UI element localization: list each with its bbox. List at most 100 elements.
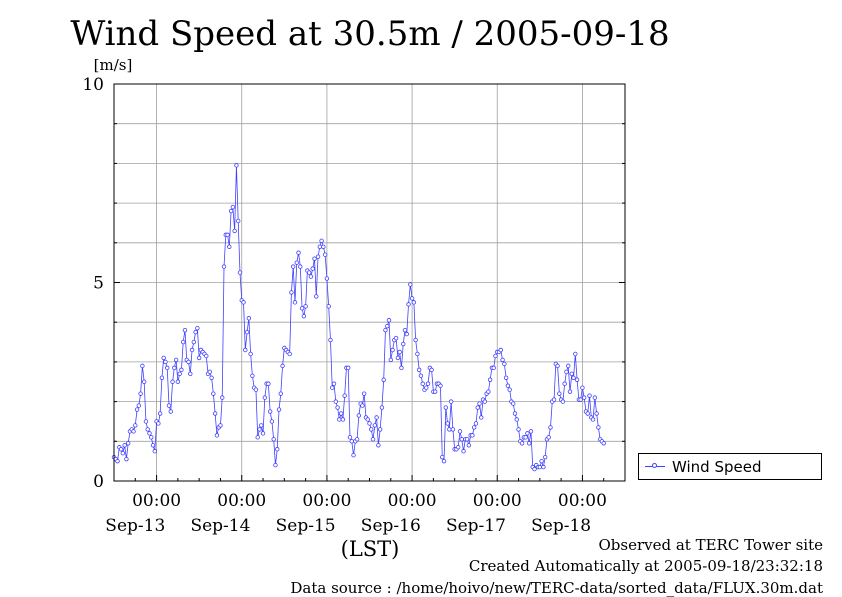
data-point (301, 314, 307, 319)
data-point (587, 393, 592, 398)
data-point (170, 379, 175, 384)
data-point (152, 449, 158, 454)
data-point (255, 435, 260, 440)
data-point (177, 371, 182, 377)
x-axis-label: (LST) (341, 537, 400, 561)
data-point (416, 367, 422, 373)
data-point (523, 435, 528, 440)
data-point (445, 421, 450, 426)
data-point (581, 395, 587, 400)
data-point (596, 425, 601, 430)
data-point (234, 163, 239, 168)
data-point (136, 403, 142, 408)
data-point (267, 409, 273, 414)
data-point (333, 399, 338, 404)
data-point (511, 401, 516, 406)
data-point (330, 385, 335, 390)
data-point (124, 456, 129, 462)
data-point (275, 447, 280, 452)
data-point (338, 411, 344, 416)
data-point (601, 441, 606, 446)
legend: Wind Speed (638, 453, 822, 480)
data-point (248, 351, 253, 357)
data-point (204, 353, 209, 359)
x-tick-date-label: Sep-16 (361, 516, 421, 536)
data-point (438, 383, 443, 388)
data-point (186, 359, 191, 365)
data-point (473, 421, 479, 426)
data-point (250, 373, 255, 378)
data-point (471, 425, 477, 430)
data-point (218, 423, 223, 428)
data-point (406, 302, 411, 307)
data-point (571, 375, 576, 380)
y-axis-unit-label: [m/s] (94, 56, 133, 74)
data-point (461, 449, 466, 454)
data-point (361, 391, 367, 396)
x-tick-date-label: Sep-18 (531, 516, 591, 536)
data-point (156, 421, 161, 426)
data-point (157, 411, 163, 416)
data-point (475, 405, 480, 410)
x-tick-date-label: Sep-17 (446, 516, 506, 536)
data-point (212, 411, 218, 416)
data-point (271, 437, 276, 442)
data-point (425, 381, 431, 386)
data-point (324, 276, 330, 281)
data-point (537, 464, 543, 470)
data-point (276, 407, 282, 412)
data-point (287, 351, 292, 357)
data-point (196, 355, 202, 361)
data-point (528, 429, 534, 434)
data-point (539, 458, 544, 464)
data-point (227, 244, 232, 249)
data-point (122, 443, 127, 448)
x-tick-time-label: 00:00 (132, 491, 181, 511)
data-point (397, 349, 402, 355)
data-point (443, 405, 448, 410)
data-point (349, 439, 354, 444)
data-point (479, 415, 484, 420)
data-point (125, 441, 131, 446)
data-point (294, 260, 299, 265)
data-point (404, 331, 409, 337)
data-point (159, 375, 165, 380)
data-point (140, 363, 145, 369)
data-point (459, 437, 464, 442)
data-point (145, 427, 150, 432)
series-wind-speed (111, 163, 606, 472)
data-point (306, 270, 312, 275)
data-point (317, 244, 323, 249)
y-tick-label: 0 (93, 472, 104, 492)
data-point (562, 381, 567, 386)
data-point (328, 337, 333, 343)
data-point (241, 300, 246, 305)
data-point (532, 466, 537, 472)
data-point (415, 351, 420, 357)
data-point (590, 417, 596, 422)
legend-label-wind-speed: Wind Speed (672, 458, 762, 476)
data-point (516, 427, 521, 432)
data-point (310, 266, 315, 271)
data-point (374, 415, 379, 420)
axes: 00:00 Sep-13 00:00 Sep-14 00:00 Sep-15 00:00 Se… (82, 75, 625, 536)
data-point (354, 437, 360, 442)
data-point (388, 357, 393, 363)
data-point (567, 389, 573, 394)
data-point (525, 431, 530, 436)
data-point (214, 433, 220, 438)
data-point (420, 381, 425, 386)
data-point (503, 375, 509, 380)
data-point (331, 381, 337, 386)
data-point (372, 423, 378, 428)
data-point (292, 300, 298, 305)
data-point (166, 403, 172, 408)
data-point (411, 300, 417, 305)
x-tick-date-label: Sep-15 (276, 516, 336, 536)
data-point (399, 365, 404, 371)
x-tick-time-label: 00:00 (302, 491, 351, 511)
data-point (505, 383, 511, 388)
data-point (172, 365, 177, 371)
data-point (220, 395, 225, 400)
data-point (464, 437, 470, 442)
